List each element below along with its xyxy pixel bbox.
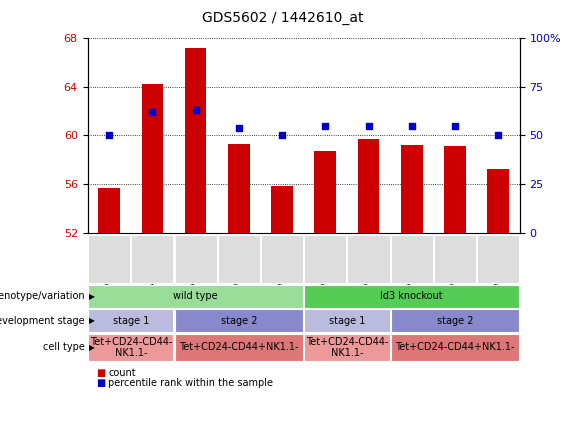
Bar [142,84,163,233]
Text: development stage: development stage [0,316,85,326]
Bar [401,145,423,233]
Text: cell type: cell type [43,343,85,352]
Text: wild type: wild type [173,291,218,301]
Text: ▶: ▶ [89,292,94,301]
Text: stage 2: stage 2 [220,316,257,326]
Text: Tet+CD24-CD44+NK1.1-: Tet+CD24-CD44+NK1.1- [179,343,299,352]
Point [321,122,330,129]
Point [191,107,200,113]
Text: Id3 knockout: Id3 knockout [380,291,443,301]
Point [234,124,244,131]
Bar [488,169,509,233]
Text: stage 2: stage 2 [437,316,473,326]
Bar [185,48,206,233]
Text: stage 1: stage 1 [112,316,149,326]
Bar [271,187,293,233]
Text: ■: ■ [96,368,105,378]
Point [450,122,459,129]
Point [407,122,416,129]
Bar [315,151,336,233]
Point [364,122,373,129]
Point [494,132,503,139]
Bar [98,188,120,233]
Bar [228,144,250,233]
Text: ▶: ▶ [89,343,94,352]
Bar [444,146,466,233]
Point [277,132,286,139]
Text: Tet+CD24-CD44+NK1.1-: Tet+CD24-CD44+NK1.1- [395,343,515,352]
Text: count: count [108,368,136,378]
Point [105,132,114,139]
Text: GDS5602 / 1442610_at: GDS5602 / 1442610_at [202,11,363,25]
Text: ▶: ▶ [89,316,94,325]
Text: stage 1: stage 1 [329,316,365,326]
Text: Tet+CD24-CD44-
NK1.1-: Tet+CD24-CD44- NK1.1- [89,337,172,358]
Text: percentile rank within the sample: percentile rank within the sample [108,378,273,388]
Text: ■: ■ [96,378,105,388]
Text: Tet+CD24-CD44-
NK1.1-: Tet+CD24-CD44- NK1.1- [306,337,388,358]
Text: genotype/variation: genotype/variation [0,291,85,301]
Bar [358,139,379,233]
Point [148,109,157,115]
